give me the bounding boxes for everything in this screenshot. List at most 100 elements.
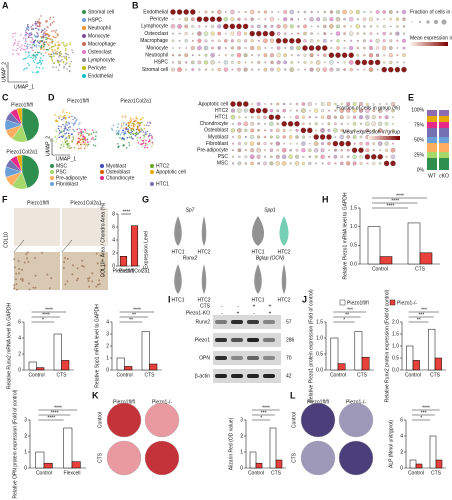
x-tick-label: Control (408, 470, 424, 476)
umap-dot (71, 115, 73, 118)
legend-label: Piezo1fl/fl (347, 300, 369, 306)
violin (252, 216, 264, 246)
dot (379, 149, 382, 152)
umap-dot (35, 56, 37, 59)
dot (314, 122, 318, 126)
dot (290, 32, 293, 35)
legend-dot (50, 170, 54, 174)
y-tick-label: 1.0 (392, 343, 399, 349)
y-tick-label: 3 (24, 417, 27, 423)
dot (388, 53, 393, 58)
umap-dot (81, 138, 84, 141)
umap-dot (137, 142, 140, 144)
dot (355, 59, 361, 66)
umap-dot (57, 134, 60, 136)
dot (310, 32, 313, 35)
umap-dot (45, 29, 48, 32)
umap-dot (58, 53, 61, 56)
umap-dot (32, 41, 35, 44)
dot (289, 24, 294, 29)
dot (231, 53, 234, 57)
dot (369, 32, 373, 35)
dot (236, 101, 243, 107)
y-tick-label: 1 (106, 355, 109, 361)
dot (225, 32, 227, 35)
umap-dot (42, 54, 45, 57)
cell (63, 261, 66, 264)
dot (269, 161, 274, 166)
dot (230, 39, 234, 43)
dot (304, 68, 306, 71)
umap-dot (123, 121, 125, 124)
dot (346, 135, 350, 139)
zoom-line (13, 239, 25, 253)
dot (230, 60, 234, 64)
umap-dot (74, 117, 76, 120)
dot (363, 25, 366, 28)
dot (230, 128, 236, 133)
dot (362, 17, 367, 21)
legend-label: Pericyte (88, 65, 106, 71)
umap-dot (40, 45, 43, 48)
dot (263, 149, 267, 152)
umap-dot (30, 41, 32, 43)
cell (26, 257, 29, 260)
umap-dot (45, 38, 48, 41)
dot (244, 136, 247, 138)
label: OPN (199, 355, 210, 361)
dot (352, 102, 357, 106)
dot (343, 46, 346, 50)
dot (289, 116, 292, 118)
umap-dot (143, 146, 146, 149)
cell (34, 257, 37, 260)
x-tick-label: CTS (145, 372, 156, 378)
x-tick-label: Flexcell (64, 470, 81, 476)
umap-dot (68, 135, 71, 137)
y-tick-label: 1.5 (350, 205, 357, 211)
dot (302, 45, 308, 51)
bar (249, 451, 257, 469)
umap-dot (68, 65, 71, 68)
band (231, 374, 243, 378)
dot (230, 115, 236, 120)
dot (250, 24, 254, 28)
bar (429, 435, 437, 469)
dot (390, 25, 392, 28)
umap-dot (76, 142, 79, 145)
dot (334, 122, 337, 126)
y-tick-label: 1 (240, 449, 243, 455)
umap-dot (141, 145, 144, 148)
umap-dot (76, 128, 79, 131)
dot (244, 128, 248, 132)
label: - (221, 303, 223, 309)
umap-dot (22, 58, 25, 61)
legend-dot (150, 170, 154, 174)
umap-dot (27, 56, 29, 58)
umap-dot (60, 55, 63, 58)
umap-dot (117, 131, 120, 133)
umap-dot (24, 42, 27, 45)
cell (81, 265, 84, 268)
dot (314, 148, 319, 153)
umap-dot (137, 125, 139, 128)
dot (184, 53, 189, 58)
umap-dot (66, 128, 68, 131)
y-tick-label: 1 (24, 449, 27, 455)
dot (172, 32, 174, 35)
legend-dot (100, 176, 104, 180)
legend-dot (82, 10, 86, 14)
band (247, 338, 259, 342)
umap-dot (38, 66, 41, 69)
dot (391, 129, 395, 132)
dot (343, 17, 346, 21)
cell (34, 286, 37, 289)
umap-dot (65, 56, 68, 59)
umap-dot (41, 48, 43, 50)
umap-dot (11, 53, 14, 56)
y-tick-label: 0.5 (350, 243, 357, 249)
y-tick-label: 0 (24, 465, 27, 471)
dot (243, 53, 248, 58)
umap-dot (139, 118, 142, 121)
umap-dot (39, 48, 42, 50)
umap-dot (139, 121, 141, 124)
